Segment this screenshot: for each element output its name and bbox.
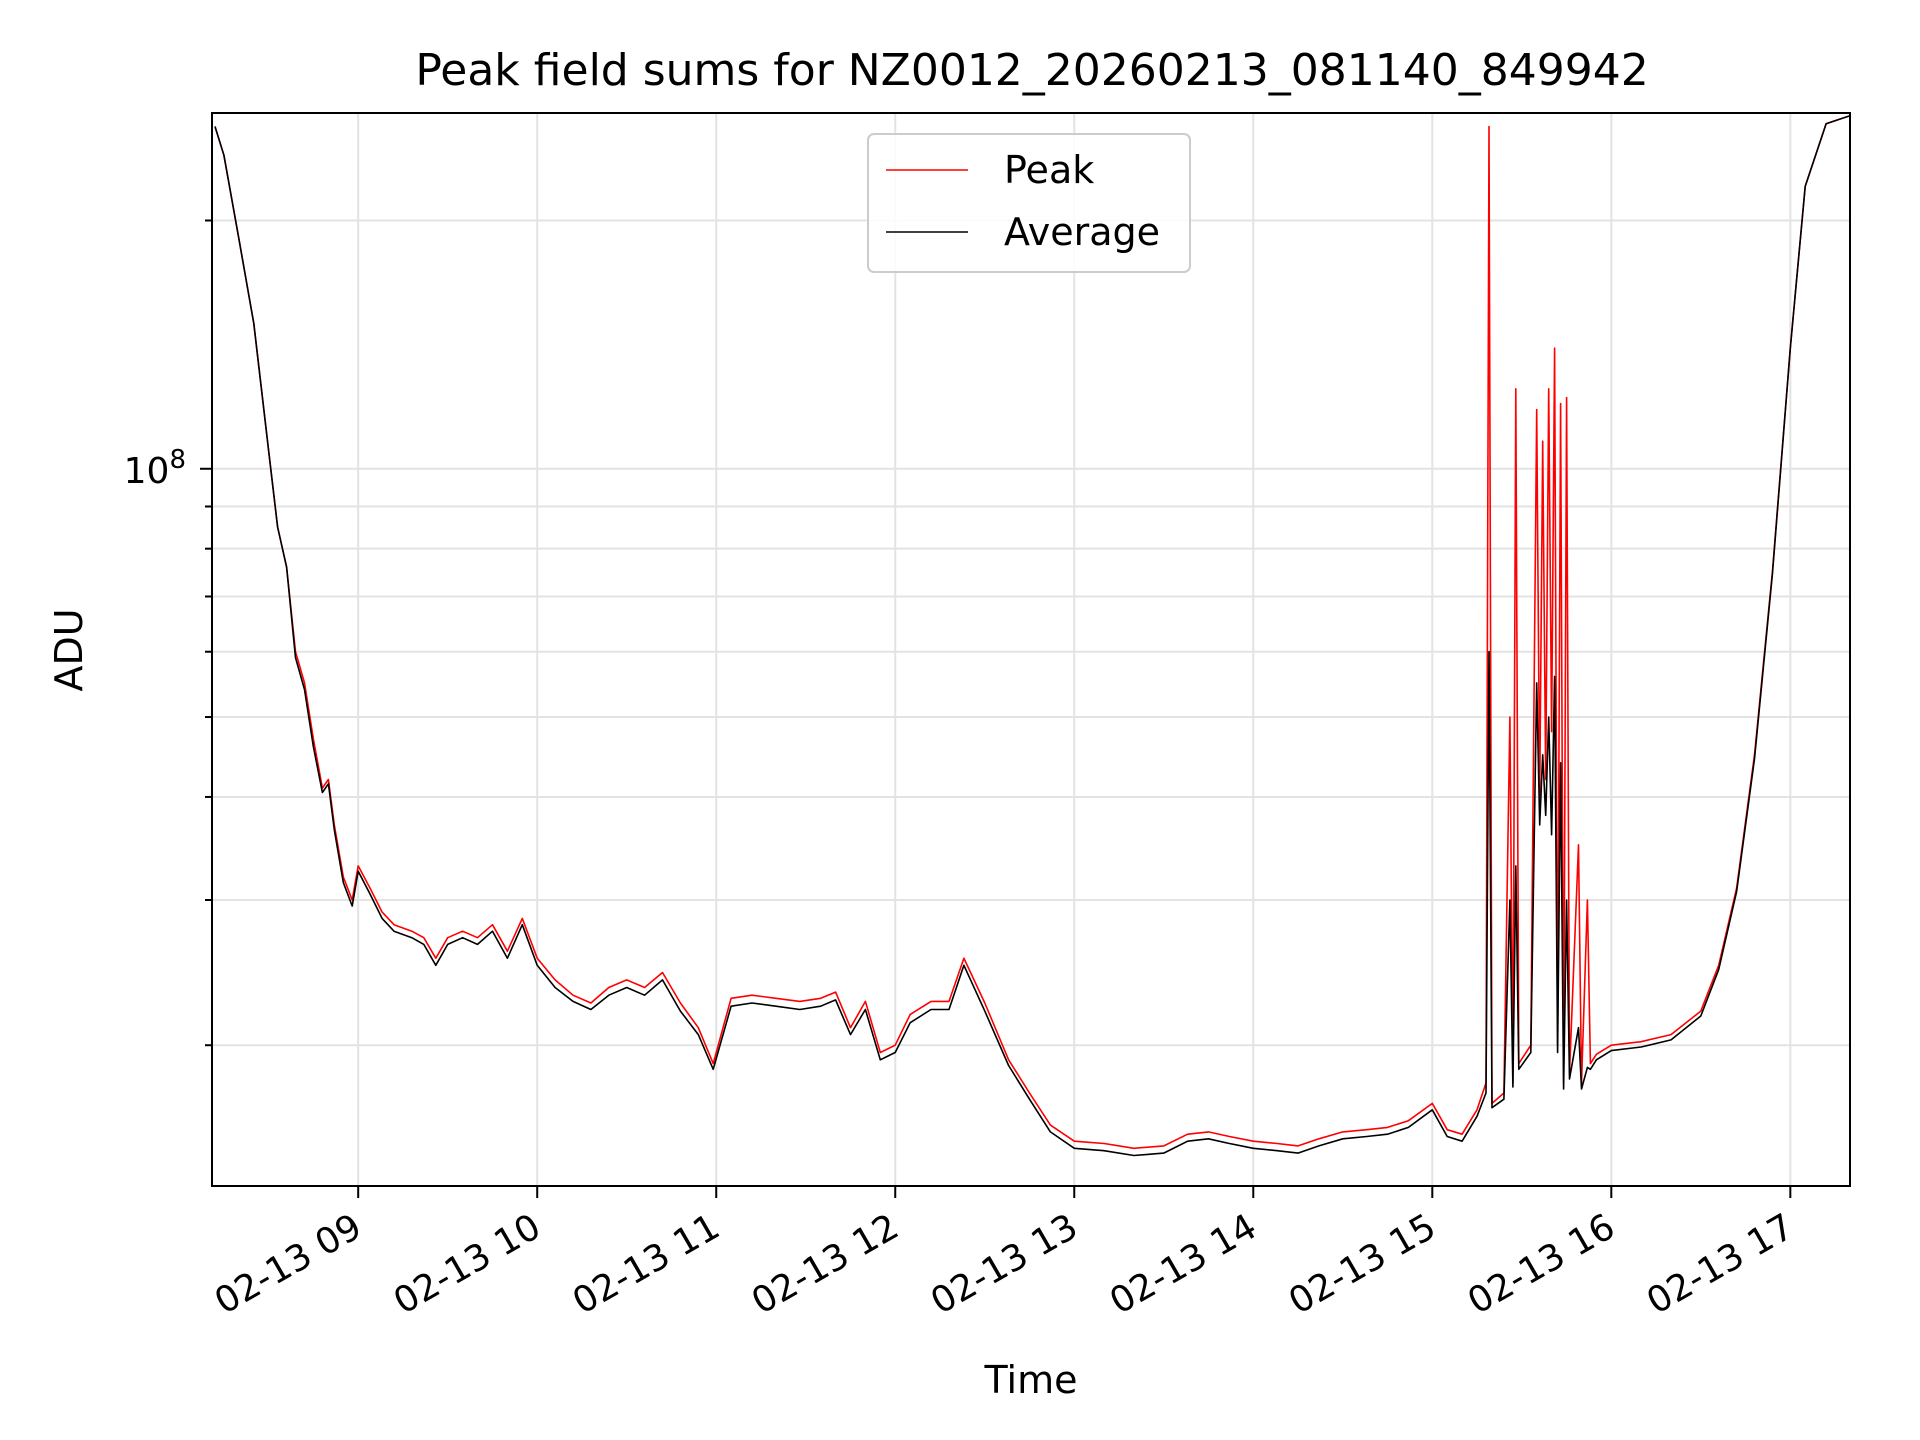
legend: Peak Average <box>867 133 1191 273</box>
legend-label-peak: Peak <box>1004 148 1094 192</box>
series-line-average <box>214 114 1850 1157</box>
chart-title: Peak field sums for NZ0012_20260213_0811… <box>415 45 1648 96</box>
plot-frame <box>211 112 1851 1187</box>
legend-box <box>867 133 1191 273</box>
y-tick-label-base: 10 <box>124 451 170 492</box>
x-axis-label: Time <box>984 1358 1078 1402</box>
y-tick-label: 108 <box>124 445 186 492</box>
series-layer <box>214 114 1850 1157</box>
y-tick-label-exponent: 8 <box>169 445 186 475</box>
legend-label-average: Average <box>1004 210 1160 254</box>
series-line-peak <box>214 114 1850 1150</box>
y-axis-label: ADU <box>47 608 91 691</box>
